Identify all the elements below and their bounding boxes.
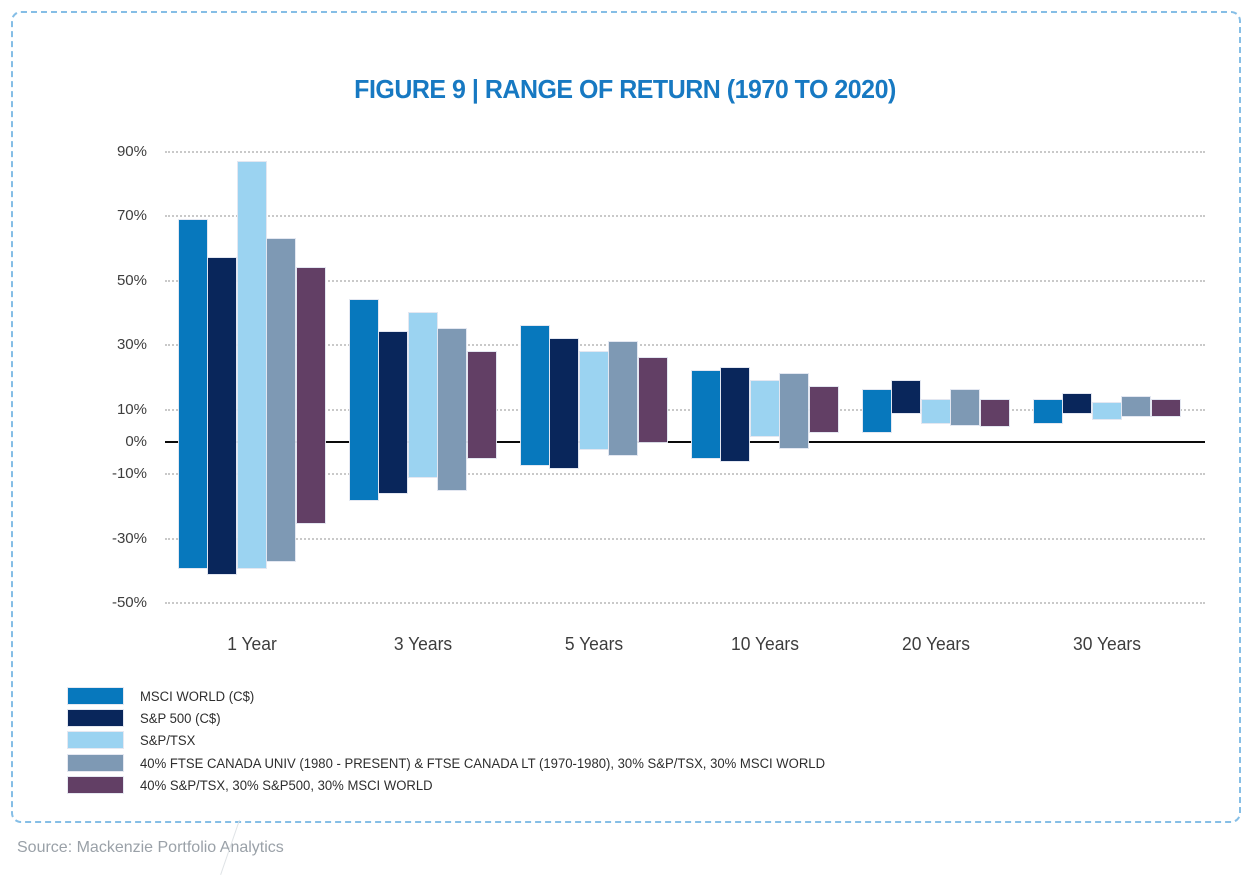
range-bar bbox=[238, 162, 266, 568]
range-bar bbox=[751, 381, 779, 436]
y-axis-tick-label: -50% bbox=[111, 594, 147, 611]
range-bar bbox=[692, 371, 720, 458]
y-axis-tick-label: 0% bbox=[125, 433, 147, 450]
range-bar bbox=[208, 258, 236, 574]
range-bar bbox=[297, 268, 325, 523]
gridline bbox=[165, 409, 1205, 411]
y-axis-tick-label: -10% bbox=[111, 465, 147, 482]
gridline bbox=[165, 151, 1205, 153]
legend-label: S&P/TSX bbox=[140, 733, 196, 749]
gridline bbox=[165, 280, 1205, 282]
gridline bbox=[165, 602, 1205, 604]
legend-swatch bbox=[68, 732, 123, 749]
legend-swatch bbox=[68, 688, 123, 704]
y-axis-tick-label: -30% bbox=[111, 530, 147, 547]
range-bar bbox=[1093, 403, 1121, 419]
x-axis-category-label: 30 Years bbox=[1073, 634, 1141, 654]
legend-label: S&P 500 (C$) bbox=[140, 711, 221, 727]
y-axis-tick-label: 90% bbox=[116, 143, 147, 160]
range-bar bbox=[721, 368, 749, 461]
range-bar bbox=[580, 352, 608, 449]
y-axis-tick-label: 50% bbox=[116, 272, 147, 289]
range-bar bbox=[179, 220, 207, 568]
zero-axis-line bbox=[165, 441, 1205, 443]
range-bar bbox=[550, 339, 578, 468]
range-bar bbox=[981, 400, 1009, 426]
legend-swatch bbox=[68, 710, 123, 727]
range-bar bbox=[810, 387, 838, 432]
range-bar bbox=[609, 342, 637, 455]
range-bar bbox=[639, 358, 667, 442]
gridline bbox=[165, 344, 1205, 346]
range-bar bbox=[438, 329, 466, 490]
y-axis-tick-label: 30% bbox=[116, 336, 147, 353]
range-bar bbox=[951, 390, 979, 425]
figure-title: FIGURE 9 | RANGE OF RETURN (1970 TO 2020… bbox=[354, 74, 896, 104]
range-bar bbox=[267, 239, 295, 561]
x-axis-category-label: 5 Years bbox=[564, 634, 624, 654]
range-bar bbox=[1122, 397, 1150, 416]
legend-label: 40% S&P/TSX, 30% S&P500, 30% MSCI WORLD bbox=[140, 777, 433, 793]
source-note: Source: Mackenzie Portfolio Analytics bbox=[17, 839, 284, 856]
x-axis-category-label: 3 Years bbox=[393, 634, 453, 654]
range-bar bbox=[780, 374, 808, 448]
range-bar bbox=[1034, 400, 1062, 423]
range-bar bbox=[922, 400, 950, 423]
gridline bbox=[165, 473, 1205, 475]
range-bar bbox=[521, 326, 549, 465]
range-bar bbox=[863, 390, 891, 432]
legend-label: 40% FTSE CANADA UNIV (1980 - PRESENT) & … bbox=[140, 755, 826, 771]
x-axis-category-label: 1 Year bbox=[227, 634, 277, 654]
legend-label: MSCI WORLD (C$) bbox=[140, 689, 255, 704]
y-axis-tick-label: 10% bbox=[116, 401, 147, 418]
range-bar bbox=[409, 313, 437, 477]
gridline bbox=[165, 538, 1205, 540]
range-bar bbox=[1152, 400, 1180, 416]
range-bar bbox=[379, 332, 407, 493]
range-bar bbox=[1063, 394, 1091, 413]
x-axis-category-label: 20 Years bbox=[902, 634, 970, 654]
gridline bbox=[165, 215, 1205, 217]
legend-swatch bbox=[68, 754, 123, 771]
range-bar bbox=[892, 381, 920, 413]
legend-swatch bbox=[68, 776, 123, 793]
range-bar bbox=[350, 300, 378, 500]
x-axis-category-label: 10 Years bbox=[731, 634, 799, 654]
y-axis-tick-label: 70% bbox=[116, 207, 147, 224]
range-bar bbox=[468, 352, 496, 458]
